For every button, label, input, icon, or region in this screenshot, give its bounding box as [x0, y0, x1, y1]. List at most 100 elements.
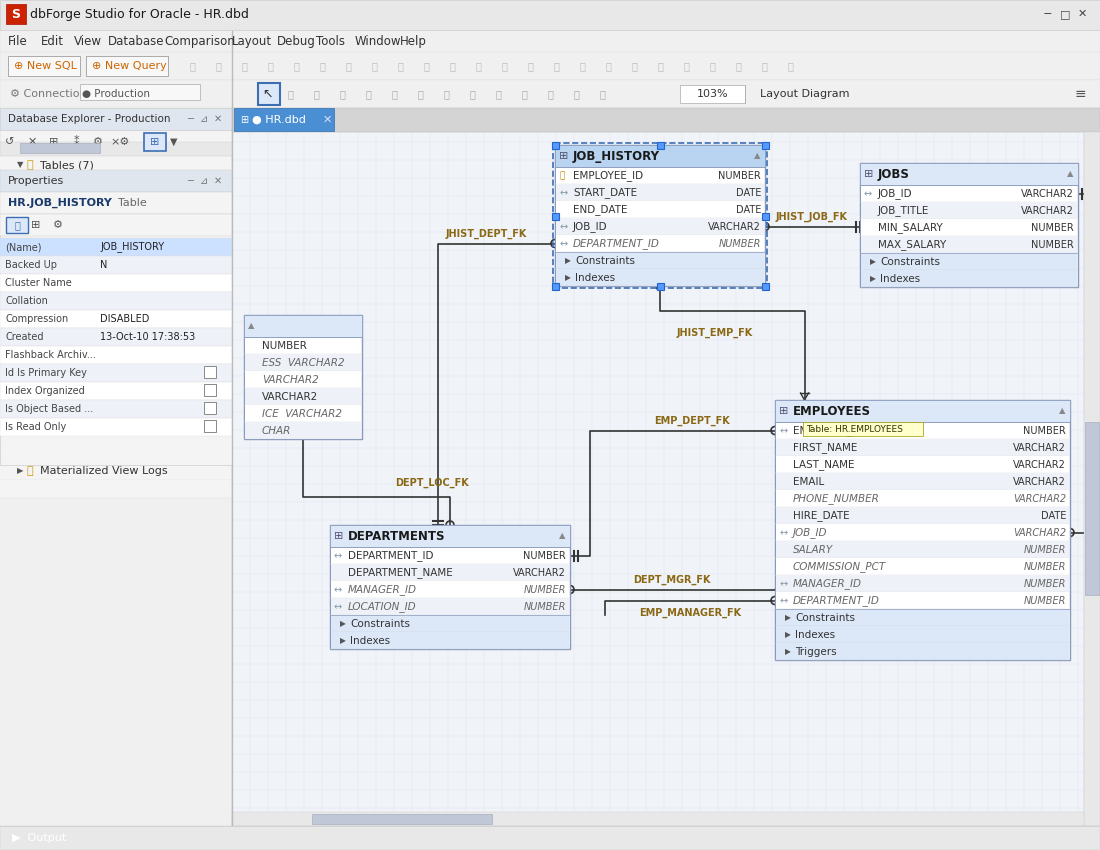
Text: 📁: 📁: [26, 466, 33, 476]
Text: Table: Table: [118, 198, 146, 208]
Text: SALARY: SALARY: [793, 545, 834, 555]
Text: ⬜: ⬜: [242, 61, 248, 71]
Text: ⬜: ⬜: [372, 61, 378, 71]
FancyBboxPatch shape: [803, 422, 923, 436]
FancyBboxPatch shape: [556, 167, 764, 184]
Text: ▶: ▶: [340, 637, 345, 645]
Text: DATE: DATE: [1041, 511, 1066, 521]
FancyBboxPatch shape: [0, 444, 231, 462]
Bar: [657, 141, 663, 149]
Text: VARCHAR2: VARCHAR2: [1013, 494, 1066, 504]
Text: ▶: ▶: [16, 467, 23, 475]
FancyBboxPatch shape: [0, 364, 232, 382]
Text: ⬜: ⬜: [424, 61, 430, 71]
FancyBboxPatch shape: [0, 192, 231, 210]
FancyBboxPatch shape: [331, 564, 569, 581]
FancyBboxPatch shape: [556, 184, 764, 201]
Text: 📁: 📁: [26, 358, 33, 368]
Text: □: □: [1059, 9, 1070, 19]
Text: 📁: 📁: [26, 340, 33, 350]
Text: ⊞: ⊞: [40, 268, 48, 278]
Text: ▲: ▲: [248, 321, 254, 331]
FancyBboxPatch shape: [556, 252, 764, 269]
Text: ▶: ▶: [31, 251, 37, 259]
Text: EMPLOYEE_ID: EMPLOYEE_ID: [573, 171, 644, 181]
Text: COMMISSION_PCT: COMMISSION_PCT: [793, 562, 887, 572]
Text: ⬜: ⬜: [398, 61, 404, 71]
Text: VARCHAR2: VARCHAR2: [1021, 206, 1074, 216]
Text: ─: ─: [187, 176, 192, 186]
FancyBboxPatch shape: [245, 337, 361, 354]
Text: ✕: ✕: [1077, 9, 1087, 19]
Text: ⊕ New SQL: ⊕ New SQL: [14, 61, 77, 71]
FancyBboxPatch shape: [776, 592, 1069, 609]
Text: ⊞: ⊞: [240, 115, 249, 125]
Text: ⊞: ⊞: [779, 406, 789, 416]
Text: VARCHAR2: VARCHAR2: [708, 222, 761, 232]
Text: Indexes: Indexes: [575, 273, 615, 283]
FancyBboxPatch shape: [204, 402, 216, 414]
Text: ▶: ▶: [785, 614, 791, 622]
Text: HR: HR: [26, 142, 42, 152]
Text: ⬜: ⬜: [450, 61, 455, 71]
Text: EMP_MANAGER_FK: EMP_MANAGER_FK: [639, 608, 741, 618]
Text: Is Read Only: Is Read Only: [6, 422, 66, 432]
Text: Views (1): Views (1): [40, 304, 91, 314]
Text: ↔: ↔: [559, 222, 568, 232]
Text: ⊞: ⊞: [40, 178, 48, 188]
Text: FIRST_NAME: FIRST_NAME: [793, 443, 857, 453]
Text: (Name): (Name): [6, 242, 42, 252]
Text: dbForge Studio for Oracle - HR.dbd: dbForge Studio for Oracle - HR.dbd: [30, 8, 249, 20]
FancyBboxPatch shape: [776, 626, 1069, 643]
Text: User Types: User Types: [40, 412, 100, 422]
FancyBboxPatch shape: [556, 218, 764, 235]
Text: Index Organized: Index Organized: [6, 386, 85, 396]
Text: Sequences: Sequences: [40, 430, 101, 440]
Bar: [761, 282, 769, 290]
Text: EMPLOYEES: EMPLOYEES: [793, 405, 871, 417]
FancyBboxPatch shape: [0, 264, 231, 282]
Text: JHIST_JOB_FK: JHIST_JOB_FK: [776, 212, 848, 222]
Text: ● HR.dbd: ● HR.dbd: [252, 115, 306, 125]
Text: ↺: ↺: [6, 137, 14, 147]
Text: ⬜: ⬜: [320, 61, 326, 71]
Text: MANAGER_ID: MANAGER_ID: [348, 585, 417, 596]
Text: 📁: 📁: [26, 412, 33, 422]
Text: JHIST_DEPT_FK: JHIST_DEPT_FK: [446, 229, 527, 239]
FancyBboxPatch shape: [244, 315, 362, 439]
Text: ↔: ↔: [779, 426, 788, 436]
Text: CHAR: CHAR: [262, 426, 292, 436]
Text: NUMBER: NUMBER: [524, 602, 567, 612]
FancyBboxPatch shape: [680, 85, 745, 103]
Text: ▶: ▶: [565, 257, 571, 265]
FancyBboxPatch shape: [776, 558, 1069, 575]
Text: ⬜: ⬜: [502, 61, 508, 71]
Text: ✕: ✕: [213, 114, 222, 124]
Text: VARCHAR2: VARCHAR2: [262, 375, 319, 385]
FancyBboxPatch shape: [0, 354, 231, 372]
Text: ▶: ▶: [16, 412, 23, 422]
Text: EMPLOYEES: EMPLOYEES: [54, 214, 119, 224]
FancyBboxPatch shape: [232, 108, 1100, 132]
Text: ● Production: ● Production: [82, 89, 150, 99]
FancyBboxPatch shape: [776, 524, 1069, 541]
Text: ⬜: ⬜: [294, 61, 300, 71]
Text: ⬜: ⬜: [392, 89, 398, 99]
Text: 📁: 📁: [26, 394, 33, 404]
FancyBboxPatch shape: [0, 318, 231, 336]
FancyBboxPatch shape: [245, 405, 361, 422]
Text: ⬜: ⬜: [366, 89, 372, 99]
Text: ⊞: ⊞: [864, 169, 873, 179]
Text: Tables (7): Tables (7): [40, 160, 94, 170]
Text: Comparison: Comparison: [164, 35, 234, 48]
FancyBboxPatch shape: [0, 256, 232, 274]
Text: 🔍: 🔍: [1085, 831, 1091, 841]
Text: View: View: [75, 35, 102, 48]
FancyBboxPatch shape: [776, 400, 1070, 660]
Text: ⊞: ⊞: [40, 250, 48, 260]
FancyBboxPatch shape: [0, 192, 232, 214]
FancyBboxPatch shape: [245, 354, 361, 371]
FancyBboxPatch shape: [0, 400, 232, 418]
Text: Help: Help: [399, 35, 427, 48]
Text: ⬜: ⬜: [288, 89, 294, 99]
